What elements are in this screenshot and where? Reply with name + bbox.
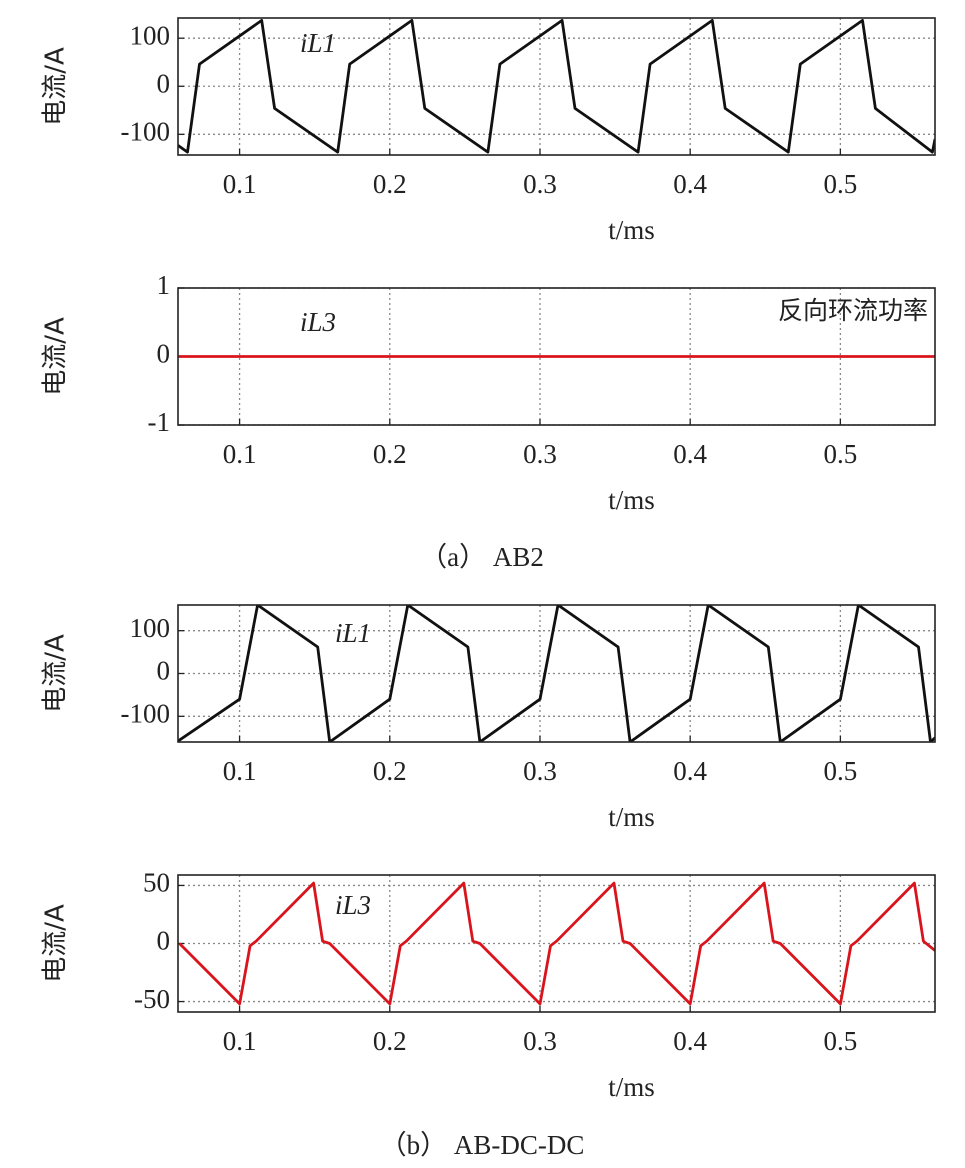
y-tick-label: -100 xyxy=(121,117,171,147)
caption: （a） AB2 xyxy=(420,542,544,572)
y-tick-label: -50 xyxy=(134,984,170,1014)
x-tick-label: 0.4 xyxy=(673,169,707,199)
y-axis-label: 电流/A xyxy=(41,904,71,983)
x-tick-label: 0.3 xyxy=(523,439,557,469)
y-tick-label: 100 xyxy=(130,613,171,643)
data-line xyxy=(178,605,935,742)
x-tick-label: 0.3 xyxy=(523,169,557,199)
annotation: iL1 xyxy=(300,28,336,58)
data-line xyxy=(178,18,935,154)
x-axis-label: t/ms xyxy=(608,1072,655,1102)
x-tick-label: 0.5 xyxy=(824,169,858,199)
y-tick-label: 100 xyxy=(130,20,171,50)
x-tick-label: 0.4 xyxy=(673,439,707,469)
y-tick-label: 0 xyxy=(157,926,171,956)
plot-frame xyxy=(177,17,936,156)
y-tick-label: 0 xyxy=(157,656,171,686)
x-tick-label: 0.5 xyxy=(824,439,858,469)
x-tick-label: 0.2 xyxy=(373,756,407,786)
y-axis-label: 电流/A xyxy=(41,47,71,126)
annotation: iL1 xyxy=(335,618,371,648)
caption: （b） AB-DC-DC xyxy=(380,1130,585,1160)
y-axis-label: 电流/A xyxy=(41,634,71,713)
x-axis-label: t/ms xyxy=(608,802,655,832)
x-tick-label: 0.2 xyxy=(373,1026,407,1056)
x-tick-label: 0.1 xyxy=(223,1026,257,1056)
plot-frame xyxy=(177,604,936,743)
plot-frame xyxy=(177,287,936,426)
x-tick-label: 0.2 xyxy=(373,169,407,199)
x-tick-label: 0.4 xyxy=(673,1026,707,1056)
x-tick-label: 0.5 xyxy=(824,756,858,786)
y-tick-label: -100 xyxy=(121,699,171,729)
data-line xyxy=(178,881,935,1006)
x-tick-label: 0.2 xyxy=(373,439,407,469)
x-tick-label: 0.1 xyxy=(223,756,257,786)
x-tick-label: 0.3 xyxy=(523,1026,557,1056)
annotation: iL3 xyxy=(300,307,336,337)
x-axis-label: t/ms xyxy=(608,215,655,245)
annotation: iL3 xyxy=(335,890,371,920)
x-tick-label: 0.5 xyxy=(824,1026,858,1056)
y-tick-label: 50 xyxy=(143,868,170,898)
y-axis-label: 电流/A xyxy=(41,317,71,396)
x-tick-label: 0.1 xyxy=(223,439,257,469)
annotation: 反向环流功率 xyxy=(778,296,928,325)
y-tick-label: 1 xyxy=(157,270,171,300)
x-tick-label: 0.4 xyxy=(673,756,707,786)
y-tick-label: -1 xyxy=(148,407,171,437)
x-tick-label: 0.3 xyxy=(523,756,557,786)
plot-frame xyxy=(177,874,936,1013)
x-tick-label: 0.1 xyxy=(223,169,257,199)
x-axis-label: t/ms xyxy=(608,485,655,515)
y-tick-label: 0 xyxy=(157,68,171,98)
y-tick-label: 0 xyxy=(157,339,171,369)
